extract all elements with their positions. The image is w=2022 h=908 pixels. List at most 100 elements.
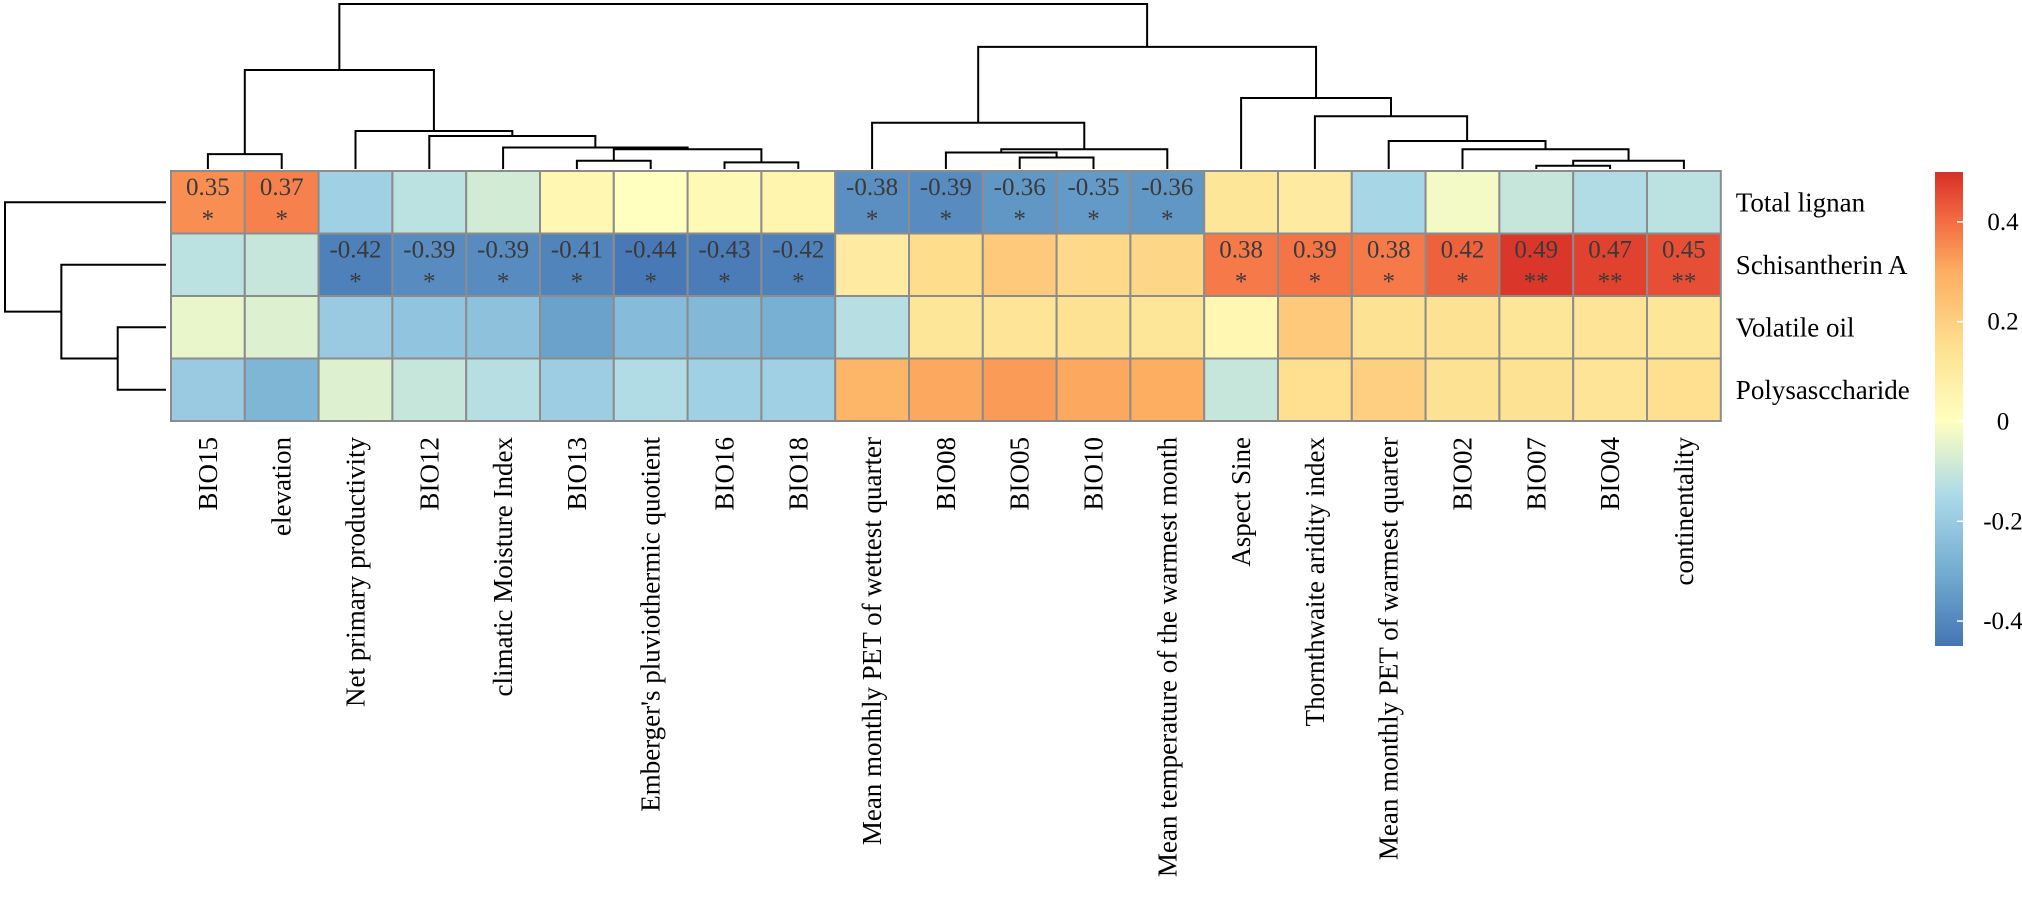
row-dendrogram xyxy=(4,201,166,391)
heatmap-cell-volatile-oil-continentality xyxy=(1646,295,1722,360)
column-label-mean-temperature-of-the-warmest-month: Mean temperature of the warmest month xyxy=(1152,437,1182,878)
cell-value-label: 0.37 xyxy=(260,174,304,201)
column-label-bio16: BIO16 xyxy=(710,437,740,511)
heatmap-cell-schisantherin-a-mean-monthly-pet-of-warmest-quarter xyxy=(1350,232,1427,297)
heatmap-cell-volatile-oil-climatic-moisture-index xyxy=(465,295,542,360)
cell-significance-label: * xyxy=(792,269,805,296)
column-label-aspect-sine: Aspect Sine xyxy=(1226,437,1256,567)
row-label-volatile-oil: Volatile oil xyxy=(1736,312,1855,342)
heatmap-cell-polysasccharide-net-primary-productivity xyxy=(317,357,394,422)
row-dendrogram-branch xyxy=(60,263,166,360)
heatmap-cell-schisantherin-a-bio15 xyxy=(170,232,246,297)
heatmap-cell-polysasccharide-bio08 xyxy=(908,357,984,422)
column-label-net-primary-productivity: Net primary productivity xyxy=(341,437,371,707)
heatmap-cell-volatile-oil-bio16 xyxy=(686,295,763,360)
column-label-climatic-moisture-index: climatic Moisture Index xyxy=(488,437,518,697)
heatmap-cell-polysasccharide-elevation xyxy=(243,357,320,422)
heatmap-cell-schisantherin-a-bio04 xyxy=(1572,232,1648,297)
row-labels: Total lignan Schisantherin A Volatile oil P… xyxy=(1736,187,1910,405)
heatmap-cell-polysasccharide-climatic-moisture-index xyxy=(465,357,542,422)
heatmap-cell-total-lignan-continentality xyxy=(1646,170,1722,235)
column-dendrogram-branch xyxy=(243,69,435,155)
cell-significance-label: * xyxy=(866,206,879,233)
cell-significance-label: * xyxy=(423,269,436,296)
cell-value-label: -0.39 xyxy=(477,237,529,264)
heatmap-cell-volatile-oil-bio05 xyxy=(981,295,1058,360)
column-dendrogram-branch xyxy=(1387,139,1547,169)
column-dendrogram-branch xyxy=(723,161,800,169)
heatmap-cell-total-lignan-emberger-s-pluviothermic-quotient xyxy=(612,170,689,235)
heatmap-cell-volatile-oil-aspect-sine xyxy=(1203,295,1279,360)
cell-significance-label: * xyxy=(349,269,362,296)
heatmap-cell-total-lignan-bio04 xyxy=(1572,170,1648,235)
heatmap-cell-total-lignan-bio02 xyxy=(1424,170,1501,235)
cell-significance-label: * xyxy=(1235,269,1248,296)
column-dendrogram-branch xyxy=(1535,164,1612,169)
heatmap-cell-polysasccharide-bio15 xyxy=(170,357,246,422)
heatmap-cell-polysasccharide-aspect-sine xyxy=(1203,357,1279,422)
cell-significance-label: * xyxy=(1013,206,1026,233)
cell-significance-label: * xyxy=(497,269,510,296)
heatmap-cell-total-lignan-bio08 xyxy=(908,170,984,235)
heatmap-cell-volatile-oil-bio04 xyxy=(1572,295,1648,360)
heatmap-cell-schisantherin-a-bio05 xyxy=(981,232,1058,297)
heatmap-cell-polysasccharide-bio05 xyxy=(981,357,1058,422)
heatmap-cell-total-lignan-bio10 xyxy=(1055,170,1132,235)
heatmap-cell-total-lignan-bio18 xyxy=(760,170,837,235)
column-dendrogram-branch xyxy=(1313,115,1469,169)
heatmap-cell-volatile-oil-mean-monthly-pet-of-warmest-quarter xyxy=(1350,295,1427,360)
heatmap-cell-volatile-oil-thornthwaite-aridity-index xyxy=(1277,295,1353,360)
column-dendrogram-branch xyxy=(575,159,652,169)
heatmap-cell-schisantherin-a-bio08 xyxy=(908,232,984,297)
column-label-thornthwaite-aridity-index: Thornthwaite aridity index xyxy=(1300,437,1330,727)
column-label-bio15: BIO15 xyxy=(193,437,223,511)
column-label-continentality: continentality xyxy=(1669,437,1699,586)
cell-value-label: -0.36 xyxy=(994,174,1046,201)
column-label-bio08: BIO08 xyxy=(931,437,961,511)
heatmap-cell-polysasccharide-mean-monthly-pet-of-wettest-quarter xyxy=(834,357,911,422)
column-dendrogram-branch xyxy=(944,151,1058,169)
row-dendrogram-branch xyxy=(116,326,166,391)
cell-significance-label: ** xyxy=(1671,269,1696,296)
heatmap-cell-total-lignan-bio07 xyxy=(1498,170,1575,235)
cell-significance-label: ** xyxy=(1524,269,1549,296)
heatmap-cell-schisantherin-a-emberger-s-pluviothermic-quotient xyxy=(612,232,689,297)
heatmap-cell-total-lignan-bio16 xyxy=(686,170,763,235)
cell-value-label: -0.41 xyxy=(551,237,603,264)
cell-significance-label: * xyxy=(275,206,288,233)
column-label-bio07: BIO07 xyxy=(1521,437,1551,511)
heatmap-cell-volatile-oil-net-primary-productivity xyxy=(317,295,394,360)
cell-value-label: -0.43 xyxy=(698,237,750,264)
heatmap-cell-polysasccharide-bio16 xyxy=(686,357,763,422)
row-dendrogram-branch xyxy=(4,201,166,313)
cell-value-label: -0.39 xyxy=(403,237,455,264)
cell-significance-label: * xyxy=(1087,206,1100,233)
cell-value-label: -0.42 xyxy=(329,237,381,264)
column-label-bio02: BIO02 xyxy=(1448,437,1478,511)
color-legend: 0.4 0.2 0 -0.2 -0.4 xyxy=(1935,172,2022,646)
heatmap-cell-polysasccharide-thornthwaite-aridity-index xyxy=(1277,357,1353,422)
legend-tick-label: 0.2 xyxy=(1987,309,2018,336)
column-dendrogram-branch xyxy=(871,121,1086,169)
heatmap-cell-volatile-oil-bio15 xyxy=(170,295,246,360)
heatmap-cell-schisantherin-a-mean-temperature-of-the-warmest-month xyxy=(1129,232,1206,297)
heatmap-cell-polysasccharide-bio04 xyxy=(1572,357,1648,422)
heatmap-cell-volatile-oil-bio12 xyxy=(391,295,468,360)
heatmap-cell-total-lignan-thornthwaite-aridity-index xyxy=(1277,170,1353,235)
column-labels: BIO15 elevation Net primary productivity BI… xyxy=(193,437,1699,878)
cell-value-label: 0.38 xyxy=(1367,237,1411,264)
heatmap-cell-polysasccharide-bio07 xyxy=(1498,357,1575,422)
heatmap-cell-polysasccharide-bio02 xyxy=(1424,357,1501,422)
cell-value-label: -0.36 xyxy=(1141,174,1193,201)
cell-value-label: -0.38 xyxy=(846,174,898,201)
heatmap-cells xyxy=(170,170,1722,422)
cell-value-label: -0.35 xyxy=(1067,174,1119,201)
cell-value-label: 0.39 xyxy=(1293,237,1337,264)
column-dendrogram-branch xyxy=(206,153,283,169)
heatmap-cell-volatile-oil-bio08 xyxy=(908,295,984,360)
heatmap-cell-polysasccharide-bio13 xyxy=(539,357,615,422)
heatmap-cell-schisantherin-a-elevation xyxy=(243,232,320,297)
heatmap-cell-total-lignan-climatic-moisture-index xyxy=(465,170,542,235)
heatmap-cell-total-lignan-aspect-sine xyxy=(1203,170,1279,235)
column-label-bio04: BIO04 xyxy=(1595,437,1625,511)
